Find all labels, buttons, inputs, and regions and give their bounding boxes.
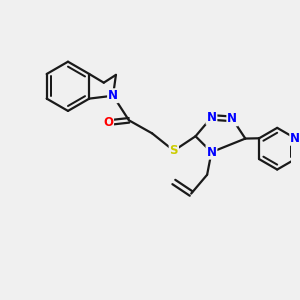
- Text: N: N: [206, 111, 217, 124]
- Text: S: S: [169, 144, 178, 157]
- Text: N: N: [108, 89, 118, 102]
- Text: N: N: [227, 112, 237, 125]
- Text: O: O: [103, 116, 113, 129]
- Text: N: N: [206, 146, 217, 159]
- Text: N: N: [290, 132, 300, 145]
